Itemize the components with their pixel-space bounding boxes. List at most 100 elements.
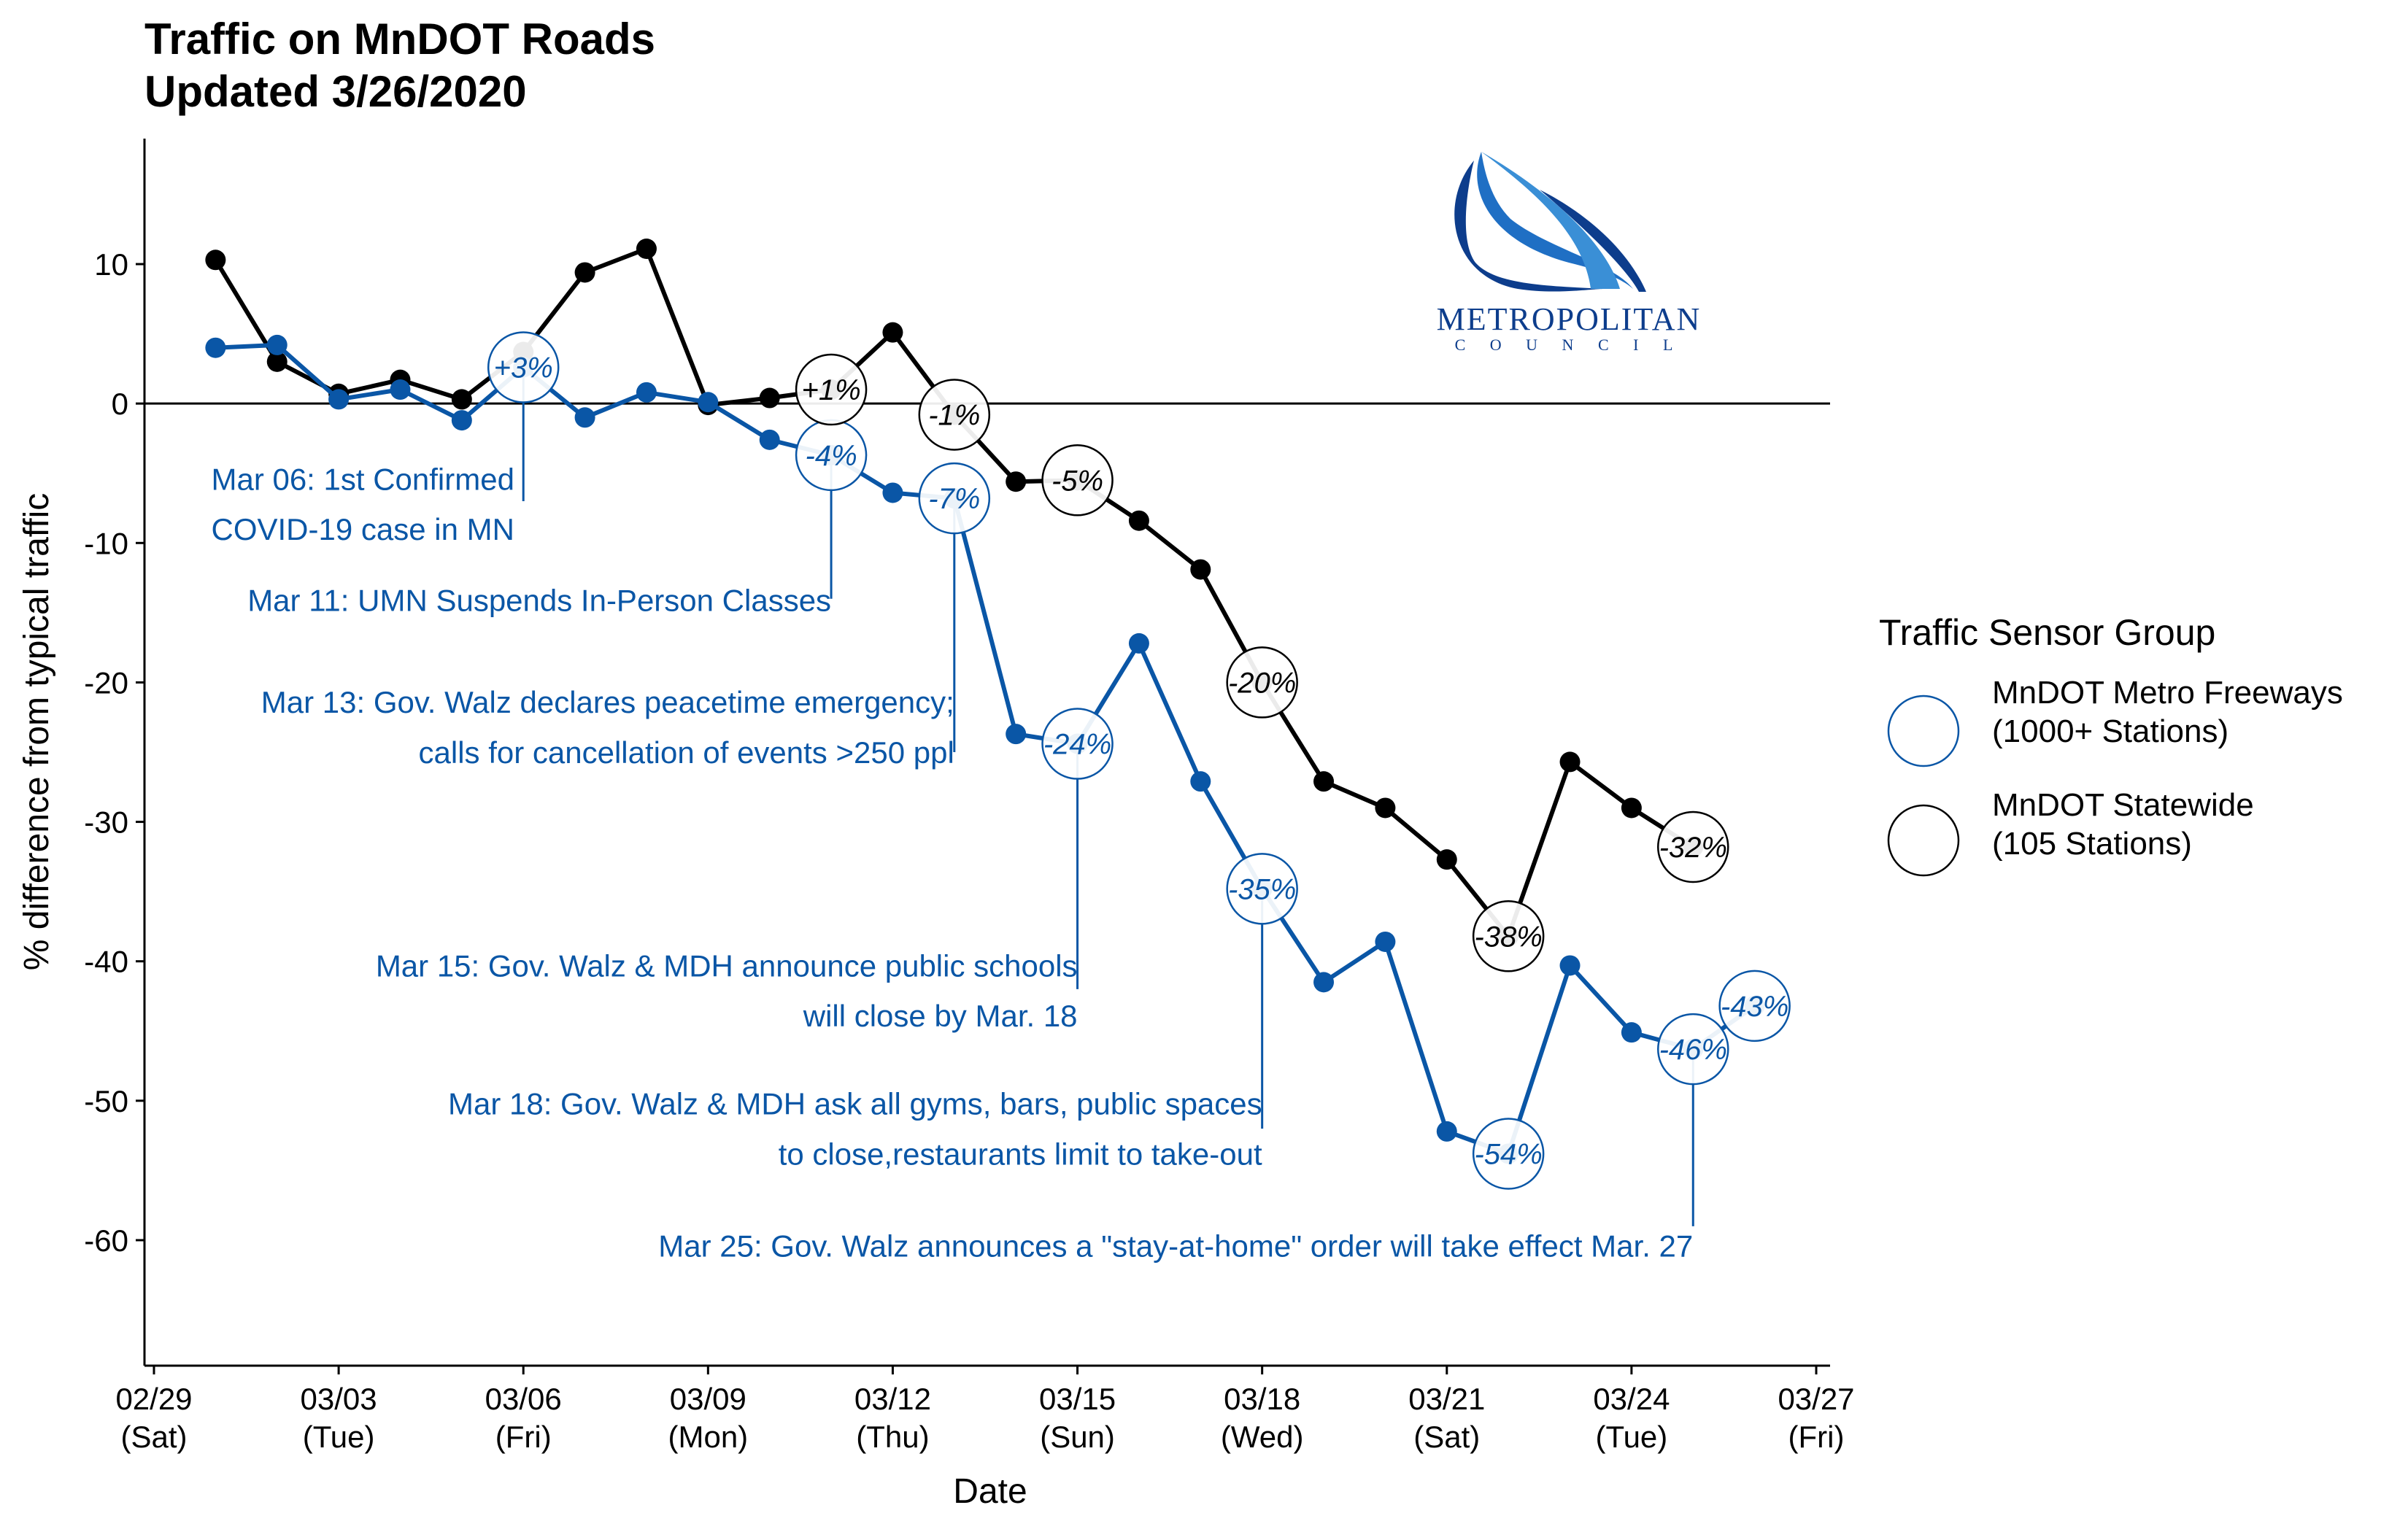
data-point-statewide bbox=[1436, 849, 1457, 870]
data-point-statewide bbox=[1559, 751, 1581, 773]
legend-label-statewide-1: MnDOT Statewide bbox=[1992, 787, 2254, 823]
data-labels: +3% -4% -7% -24% -35% -54% -46% -43% +1% -1% -5% -2… bbox=[487, 331, 1791, 1190]
data-label-statewide: -38% bbox=[1474, 921, 1542, 953]
annotation-text: to close,restaurants limit to take-out bbox=[779, 1137, 1262, 1171]
data-label-bubble-statewide bbox=[1041, 444, 1114, 517]
data-label-statewide: +1% bbox=[801, 374, 860, 406]
data-label-bubble-statewide bbox=[1657, 811, 1729, 883]
data-point-metro bbox=[205, 337, 226, 358]
logo-swoosh-light bbox=[1481, 152, 1620, 289]
data-point-statewide bbox=[882, 322, 903, 343]
x-tick-sublabel: (Tue) bbox=[303, 1420, 375, 1454]
data-point-metro bbox=[636, 382, 657, 403]
x-tick-label: 03/18 bbox=[1224, 1382, 1300, 1416]
data-label-metro: +3% bbox=[494, 352, 553, 384]
data-label-metro: -43% bbox=[1721, 991, 1788, 1023]
chart-subtitle: Updated 3/26/2020 bbox=[144, 67, 527, 116]
data-point-statewide bbox=[1190, 559, 1211, 580]
data-label-bubble-statewide bbox=[918, 379, 991, 451]
data-label-bubble-metro bbox=[1718, 970, 1791, 1042]
x-tick-label: 03/21 bbox=[1408, 1382, 1485, 1416]
data-point-statewide bbox=[1313, 771, 1335, 792]
y-tick-label: 10 bbox=[94, 247, 128, 282]
legend-title: Traffic Sensor Group bbox=[1879, 612, 2215, 653]
data-point-metro bbox=[328, 389, 350, 410]
y-tick-label: -30 bbox=[84, 805, 128, 840]
annotation-text: COVID-19 case in MN bbox=[211, 512, 514, 546]
chart-title: Traffic on MnDOT Roads bbox=[144, 15, 655, 63]
data-label-bubble-statewide bbox=[795, 353, 868, 426]
legend-key-metro bbox=[1887, 695, 1960, 767]
data-label-bubble-statewide bbox=[1472, 900, 1545, 972]
annotation-text: Mar 15: Gov. Walz & MDH announce public … bbox=[376, 948, 1078, 983]
annotation-text: Mar 18: Gov. Walz & MDH ask all gyms, ba… bbox=[448, 1087, 1262, 1121]
legend: Traffic Sensor Group MnDOT Metro Freeway… bbox=[1879, 612, 2343, 877]
x-tick-label: 03/09 bbox=[670, 1382, 746, 1416]
y-tick-label: -10 bbox=[84, 526, 128, 560]
logo-sub: C O U N C I L bbox=[1455, 336, 1683, 354]
legend-label-metro-1: MnDOT Metro Freeways bbox=[1992, 675, 2343, 711]
y-tick-label: 0 bbox=[112, 387, 128, 421]
annotations: Mar 06: 1st Confirmed COVID-19 case in MN… bbox=[211, 367, 1694, 1264]
data-point-statewide bbox=[759, 387, 780, 409]
x-tick-sublabel: (Tue) bbox=[1595, 1420, 1667, 1454]
annotation-text: Mar 06: 1st Confirmed bbox=[211, 462, 514, 496]
data-point-statewide bbox=[574, 262, 595, 283]
data-label-metro: -54% bbox=[1474, 1138, 1542, 1170]
x-tick-sublabel: (Wed) bbox=[1221, 1420, 1304, 1454]
data-label-metro: -35% bbox=[1228, 873, 1296, 905]
axes: 10 0 -10 -20 -30 -40 -50 -60 02/29 (Sat) 03/03 (Tue… bbox=[84, 139, 1855, 1454]
data-point-statewide bbox=[205, 249, 226, 271]
data-point-metro bbox=[266, 334, 288, 355]
x-tick-label: 03/15 bbox=[1039, 1382, 1116, 1416]
legend-item-metro: MnDOT Metro Freeways (1000+ Stations) bbox=[1887, 675, 2343, 767]
data-label-metro: -4% bbox=[806, 440, 857, 472]
legend-label-metro-2: (1000+ Stations) bbox=[1992, 713, 2228, 749]
logo-swoosh-mid bbox=[1477, 152, 1633, 289]
data-point-metro bbox=[1621, 1022, 1642, 1043]
data-point-statewide bbox=[1375, 797, 1396, 819]
data-label-statewide: -32% bbox=[1659, 832, 1727, 864]
data-point-metro bbox=[1313, 972, 1335, 993]
data-label-statewide: -1% bbox=[928, 399, 980, 431]
x-tick-label: 03/12 bbox=[854, 1382, 931, 1416]
data-label-bubble-metro bbox=[918, 462, 991, 535]
metropolitan-council-logo: METROPOLITAN C O U N C I L bbox=[1437, 152, 1702, 354]
data-label-bubble-metro bbox=[487, 331, 560, 403]
x-tick-sublabel: (Mon) bbox=[668, 1420, 748, 1454]
logo-name: METROPOLITAN bbox=[1437, 301, 1702, 337]
data-point-metro bbox=[1190, 771, 1211, 792]
data-point-statewide bbox=[451, 389, 472, 410]
x-tick-label: 02/29 bbox=[115, 1382, 192, 1416]
x-tick-label: 03/27 bbox=[1778, 1382, 1854, 1416]
legend-label-statewide-2: (105 Stations) bbox=[1992, 826, 2192, 862]
data-point-metro bbox=[882, 482, 903, 503]
data-point-metro bbox=[759, 429, 780, 450]
legend-key-statewide bbox=[1887, 804, 1960, 877]
data-point-statewide bbox=[636, 238, 657, 259]
annotation-text: will close by Mar. 18 bbox=[803, 999, 1078, 1033]
annotation-text: calls for cancellation of events >250 pp… bbox=[419, 735, 954, 770]
x-tick-sublabel: (Sat) bbox=[120, 1420, 187, 1454]
x-tick-sublabel: (Fri) bbox=[495, 1420, 552, 1454]
data-label-bubble-metro bbox=[1226, 853, 1298, 925]
x-tick-sublabel: (Fri) bbox=[1788, 1420, 1845, 1454]
y-tick-label: -60 bbox=[84, 1223, 128, 1258]
annotation-text: Mar 25: Gov. Walz announces a "stay-at-h… bbox=[658, 1229, 1693, 1264]
data-point-metro bbox=[698, 392, 719, 413]
x-tick-label: 03/24 bbox=[1593, 1382, 1670, 1416]
annotation-text: Mar 13: Gov. Walz declares peacetime eme… bbox=[261, 685, 954, 719]
x-axis-title: Date bbox=[953, 1472, 1027, 1511]
y-tick-label: -50 bbox=[84, 1084, 128, 1118]
data-label-statewide: -5% bbox=[1051, 465, 1103, 497]
x-tick-sublabel: (Thu) bbox=[856, 1420, 929, 1454]
data-point-metro bbox=[1559, 955, 1581, 976]
logo-swoosh-right bbox=[1540, 190, 1646, 292]
data-point-metro bbox=[1128, 632, 1149, 654]
data-point-metro bbox=[451, 410, 472, 431]
data-point-metro bbox=[1375, 931, 1396, 952]
legend-item-statewide: MnDOT Statewide (105 Stations) bbox=[1887, 787, 2254, 877]
data-label-bubble-metro bbox=[1657, 1013, 1729, 1086]
x-tick-label: 03/06 bbox=[485, 1382, 562, 1416]
data-label-statewide: -20% bbox=[1228, 667, 1296, 699]
